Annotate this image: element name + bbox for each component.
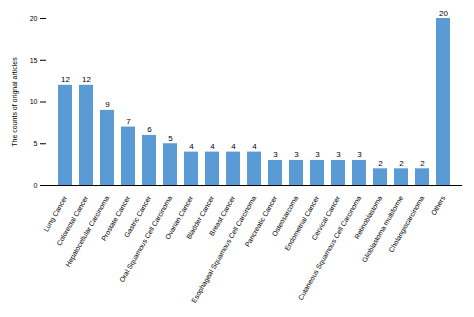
svg-text:12: 12 xyxy=(82,75,91,84)
svg-text:0: 0 xyxy=(34,182,38,189)
svg-text:20: 20 xyxy=(30,15,38,22)
svg-text:3: 3 xyxy=(336,150,341,159)
svg-text:7: 7 xyxy=(126,117,131,126)
svg-text:12: 12 xyxy=(61,75,70,84)
svg-text:Cutaneous Squamous Cell Carcin: Cutaneous Squamous Cell Carcinoma xyxy=(297,195,364,302)
svg-text:2: 2 xyxy=(399,159,404,168)
svg-text:Ovarian Cancer: Ovarian Cancer xyxy=(163,194,195,241)
svg-text:2: 2 xyxy=(378,159,383,168)
svg-text:3: 3 xyxy=(273,150,278,159)
svg-text:Hepatocellular Carcinoma: Hepatocellular Carcinoma xyxy=(64,194,111,268)
svg-text:Osteosarcoma: Osteosarcoma xyxy=(270,194,300,238)
svg-text:Lung Cancer: Lung Cancer xyxy=(42,194,69,233)
svg-text:Endometrial Cancer: Endometrial Cancer xyxy=(283,194,320,252)
svg-text:Oral Squamous Cell Carcinoma: Oral Squamous Cell Carcinoma xyxy=(118,194,174,284)
svg-text:Prostate Cancer: Prostate Cancer xyxy=(99,194,132,242)
svg-text:Cholangiocarcinoma: Cholangiocarcinoma xyxy=(387,195,426,254)
svg-text:Retinoblastoma: Retinoblastoma xyxy=(352,194,384,241)
svg-text:3: 3 xyxy=(294,150,299,159)
svg-text:4: 4 xyxy=(252,142,257,151)
svg-text:Breast Cancer: Breast Cancer xyxy=(207,194,237,237)
svg-text:5: 5 xyxy=(34,140,38,147)
svg-text:3: 3 xyxy=(357,150,362,159)
svg-text:4: 4 xyxy=(231,142,236,151)
svg-text:4: 4 xyxy=(189,142,194,151)
svg-text:Bladder Cancer: Bladder Cancer xyxy=(184,194,216,241)
svg-text:5: 5 xyxy=(168,134,173,143)
svg-text:10: 10 xyxy=(30,98,38,105)
svg-text:Pancreatic Cancer: Pancreatic Cancer xyxy=(243,194,278,248)
svg-text:9: 9 xyxy=(105,100,110,109)
svg-text:2: 2 xyxy=(420,159,425,168)
svg-text:Cervical Cancer: Cervical Cancer xyxy=(310,194,342,242)
svg-text:Gastric Cancer: Gastric Cancer xyxy=(122,194,153,239)
svg-text:The counts of orignal articles: The counts of orignal articles xyxy=(11,57,19,147)
svg-text:3: 3 xyxy=(315,150,320,159)
svg-text:15: 15 xyxy=(30,56,38,63)
svg-text:Others: Others xyxy=(430,194,447,216)
svg-text:4: 4 xyxy=(210,142,215,151)
svg-text:Glioblastoma multiforme: Glioblastoma multiforme xyxy=(361,195,405,264)
svg-text:Colorectal Cancer: Colorectal Cancer xyxy=(55,194,90,247)
svg-text:20: 20 xyxy=(439,9,448,18)
svg-text:6: 6 xyxy=(147,125,152,134)
svg-text:Esophageal Squamous Cell Carci: Esophageal Squamous Cell Carcinoma xyxy=(190,195,258,305)
